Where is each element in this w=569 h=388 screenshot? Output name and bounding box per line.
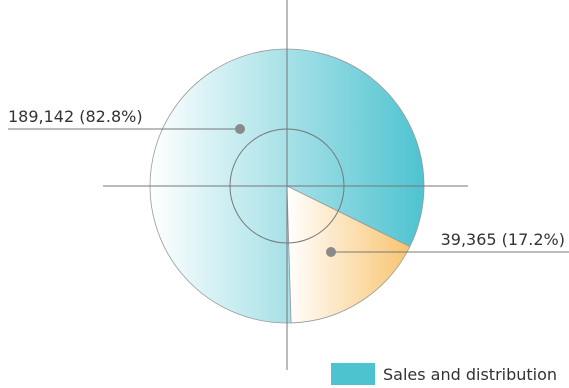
crosshair bbox=[103, 0, 468, 370]
label-marker-1 bbox=[326, 247, 336, 257]
pie-slice-1 bbox=[286, 185, 411, 324]
data-label-0: 189,142 (82.8%) bbox=[8, 107, 143, 126]
inner-ring bbox=[229, 128, 345, 244]
legend: Sales and distribution bbox=[331, 363, 557, 385]
legend-label-sales-and-distribution: Sales and distribution bbox=[383, 365, 557, 384]
legend-swatch-sales-and-distribution bbox=[331, 363, 375, 385]
label-marker-0 bbox=[235, 124, 245, 134]
data-label-1: 39,365 (17.2%) bbox=[441, 230, 565, 249]
slice-labels: 189,142 (82.8%) 39,365 (17.2%) bbox=[8, 107, 569, 257]
